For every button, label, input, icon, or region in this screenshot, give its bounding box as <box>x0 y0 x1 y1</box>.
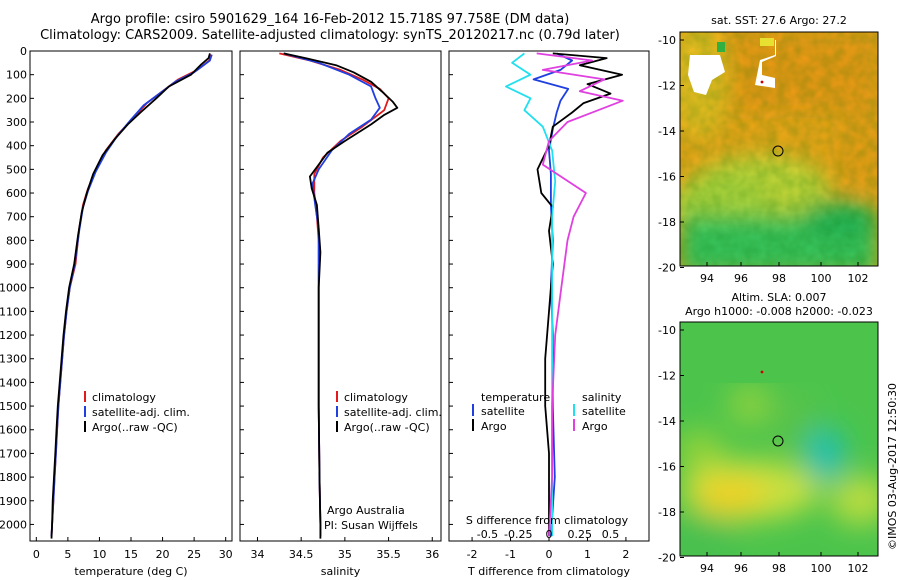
legend-label: satellite <box>582 405 626 418</box>
y-tick-label: 700 <box>6 211 27 224</box>
y-tick-label: 1600 <box>0 424 27 437</box>
x-axis-label: T difference from climatology <box>467 565 630 578</box>
plot-frame <box>239 50 442 542</box>
y-tick-label: 1300 <box>0 353 27 366</box>
x-tick-label: 34 <box>250 548 264 561</box>
legend-label: Argo(..raw -QC) <box>344 421 430 434</box>
y-tick-label: 1400 <box>0 376 27 389</box>
legend-label: climatology <box>92 391 156 404</box>
legend-label: Argo <box>481 420 507 433</box>
credit-text: ©IMOS 03-Aug-2017 12:50:30 <box>886 383 899 550</box>
top-axis-label: S difference from climatology <box>466 514 629 527</box>
y-tick-label: 1100 <box>0 305 27 318</box>
top-tick-label: 0 <box>546 528 553 541</box>
y-tick-label: 1500 <box>0 400 27 413</box>
x-tick-label: 2 <box>622 548 629 561</box>
series-line <box>283 52 399 539</box>
legend-title: salinity <box>582 391 622 404</box>
y-tick-label: 600 <box>6 187 27 200</box>
y-tick-label: 300 <box>6 116 27 129</box>
y-tick-label: 1900 <box>0 495 27 508</box>
x-tick-label: -1 <box>505 548 516 561</box>
x-tick-label: 0 <box>546 548 553 561</box>
legend-label: satellite-adj. clim. <box>344 406 442 419</box>
y-tick-label: 1700 <box>0 447 27 460</box>
top-tick-label: -0.25 <box>504 528 532 541</box>
y-tick-label: 1800 <box>0 471 27 484</box>
x-tick-label: 34.5 <box>289 548 314 561</box>
difference-panel: -2 -1 0 1 2 T difference from climatology temp… <box>448 50 650 578</box>
series-line <box>505 52 557 537</box>
plot-frame <box>29 50 233 542</box>
chart-title-line1: Argo profile: csiro 5901629_164 16-Feb-2… <box>90 12 570 27</box>
x-tick-label: 20 <box>156 548 170 561</box>
salinity-panel: 34 34.5 35 35.5 36 salinity climatology satelli… <box>239 50 442 578</box>
annotation-line: Argo Australia <box>327 504 405 517</box>
series-line <box>536 52 624 537</box>
series-line <box>536 52 623 537</box>
x-tick-label: 35 <box>338 548 352 561</box>
x-axis-label: temperature (deg C) <box>74 565 187 578</box>
top-tick-label: -0.5 <box>477 528 498 541</box>
x-tick-label: 0 <box>33 548 40 561</box>
y-tick-label: 400 <box>6 140 27 153</box>
x-tick-label: -2 <box>467 548 478 561</box>
chart-title-line2: Climatology: CARS2009. Satellite-adjuste… <box>40 28 620 43</box>
y-tick-label: 1000 <box>0 282 27 295</box>
x-tick-label: 5 <box>64 548 71 561</box>
x-tick-label: 1 <box>584 548 591 561</box>
legend-label: climatology <box>344 391 408 404</box>
y-tick-label: 1200 <box>0 329 27 342</box>
y-tick-label: 500 <box>6 163 27 176</box>
legend-label: Argo <box>582 420 608 433</box>
sla-map-title-line1: Altim. SLA: 0.007 <box>731 291 827 304</box>
legend-label: satellite-adj. clim. <box>92 406 190 419</box>
temperature-panel: 0100200300400500600700800900100011001200… <box>0 45 233 578</box>
x-tick-label: 30 <box>219 548 233 561</box>
x-tick-label: 36 <box>425 548 439 561</box>
top-tick-label: 0.5 <box>602 528 620 541</box>
sst-map-title: sat. SST: 27.6 Argo: 27.2 <box>711 14 847 27</box>
annotation-line: PI: Susan Wijffels <box>324 519 418 532</box>
legend-label: satellite <box>481 405 525 418</box>
x-tick-label: 25 <box>187 548 201 561</box>
x-tick-label: 10 <box>92 548 106 561</box>
x-tick-label: 15 <box>124 548 138 561</box>
top-tick-label: 0.25 <box>568 528 593 541</box>
y-tick-label: 2000 <box>0 518 27 531</box>
y-tick-label: 900 <box>6 258 27 271</box>
y-tick-label: 800 <box>6 234 27 247</box>
y-tick-label: 100 <box>6 69 27 82</box>
x-axis-label: salinity <box>321 565 361 578</box>
imos-credit: ©IMOS 03-Aug-2017 12:50:30 <box>886 383 899 550</box>
x-tick-label: 35.5 <box>376 548 401 561</box>
sla-map-title-line2: Argo h1000: -0.008 h2000: -0.023 <box>685 305 873 318</box>
legend-label: Argo(..raw -QC) <box>92 421 178 434</box>
legend-title: temperature <box>481 391 550 404</box>
y-tick-label: 0 <box>20 45 27 58</box>
series-line <box>50 53 211 539</box>
y-tick-label: 200 <box>6 92 27 105</box>
